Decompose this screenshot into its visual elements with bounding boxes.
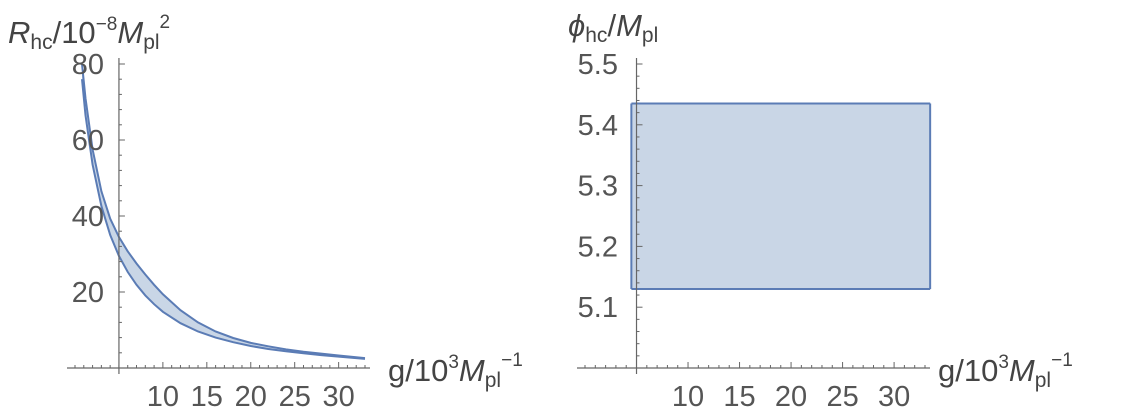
right-y-axis-label: ϕhc/Mpl — [568, 8, 658, 47]
left-x-tick-label: 10 — [147, 381, 179, 413]
left-xlabel-unit: M — [459, 353, 485, 388]
right-band-layer — [630, 102, 932, 290]
left-x-axis-label: g/103Mpl−1 — [388, 350, 523, 392]
left-ylabel-main: R — [8, 15, 30, 50]
right-axes — [577, 58, 930, 374]
right-y-tick-label: 5.1 — [578, 292, 618, 324]
left-y-tick-label: 40 — [72, 201, 104, 233]
left-band-fill-0 — [82, 64, 365, 359]
right-y-tick-label: 5.5 — [578, 49, 618, 81]
left-x-tick-label: 30 — [323, 381, 355, 413]
left-band-lower-edge-0 — [81, 79, 366, 360]
left-y-tick-label: 60 — [72, 125, 104, 157]
left-y-tick-label: 20 — [72, 277, 104, 309]
left-xlabel-exp: 3 — [448, 352, 459, 373]
left-y-axis-label: Rhc/10−8Mpl2 — [8, 12, 170, 54]
left-ylabel-unit-exp: 2 — [160, 12, 171, 33]
right-ylabel-unit-sub: pl — [642, 24, 658, 47]
left-x-tick-label: 20 — [235, 381, 267, 413]
left-ylabel-exp: −8 — [96, 14, 118, 35]
right-y-ticks: 5.1 5.2 5.3 5.4 5.5 — [578, 49, 618, 324]
left-x-ticks: 10 15 20 25 30 — [147, 381, 355, 413]
left-x-tick-label: 15 — [191, 381, 223, 413]
left-xlabel-unit-sub: pl — [485, 369, 501, 392]
right-y-tick-label: 5.4 — [578, 110, 618, 142]
right-x-ticks: 10 15 20 25 30 — [672, 381, 910, 413]
left-ylabel-unit-sub: pl — [143, 31, 159, 54]
right-x-tick-label: 10 — [672, 381, 704, 413]
right-xlabel-unit-exp: −1 — [1051, 350, 1073, 371]
right-xlabel-unit-sub: pl — [1035, 369, 1051, 392]
right-x-tick-label: 30 — [878, 381, 910, 413]
right-x-tick-label: 20 — [775, 381, 807, 413]
right-x-axis-label: g/103Mpl−1 — [938, 350, 1073, 392]
left-band-layer — [81, 63, 366, 360]
left-xlabel-unit-exp: −1 — [501, 350, 523, 371]
left-xlabel-main: g/10 — [388, 353, 448, 388]
right-y-tick-label: 5.3 — [578, 171, 618, 203]
left-ylabel-mid: /10 — [53, 15, 96, 50]
left-x-tick-label: 25 — [279, 381, 311, 413]
right-xlabel-exp: 3 — [998, 352, 1009, 373]
left-y-tick-label: 80 — [72, 49, 104, 81]
chart-right: 5.15.25.35.45.5 10 15 20 25 30 ϕhc/Mpl g/103… — [568, 8, 1073, 413]
right-xlabel-unit: M — [1009, 353, 1035, 388]
right-xlabel-main: g/10 — [938, 353, 998, 388]
right-x-tick-label: 25 — [826, 381, 858, 413]
right-ylabel-mid: / — [607, 8, 616, 43]
right-x-tick-label: 15 — [723, 381, 755, 413]
left-axes — [67, 58, 370, 374]
right-y-tick-label: 5.2 — [578, 231, 618, 263]
left-ylabel-main-sub: hc — [30, 31, 52, 54]
right-ylabel-unit: M — [616, 8, 642, 43]
right-ylabel-main: ϕ — [568, 8, 585, 43]
right-band-fill-0 — [631, 103, 931, 289]
left-y-ticks: 20 40 60 80 — [72, 49, 104, 309]
right-ylabel-main-sub: hc — [585, 24, 607, 47]
left-ylabel-unit: M — [117, 15, 143, 50]
left-band-upper-edge-0 — [81, 63, 366, 360]
